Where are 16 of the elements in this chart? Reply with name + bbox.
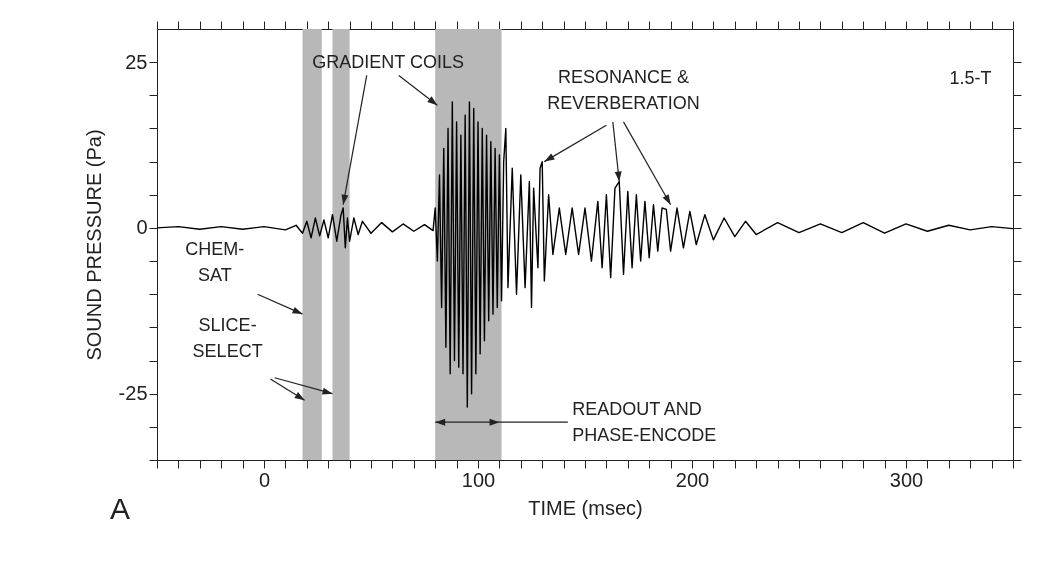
annotation: GRADIENT COILS bbox=[312, 52, 464, 73]
annotation: CHEM- SAT bbox=[185, 239, 245, 286]
y-tick-label: 0 bbox=[136, 216, 148, 239]
y-tick-label: 25 bbox=[125, 50, 148, 73]
x-tick-label: 200 bbox=[675, 468, 710, 491]
text: A bbox=[109, 491, 130, 525]
x-axis-title: TIME (msec) bbox=[528, 496, 643, 519]
x-tick-label: 300 bbox=[889, 468, 924, 491]
annotation: 1.5-T bbox=[949, 67, 992, 88]
x-tick-label: 0 bbox=[258, 468, 271, 491]
annotation: READOUT AND PHASE-ENCODE bbox=[572, 398, 717, 445]
y-axis-title: SOUND PRESSURE (Pa) bbox=[82, 129, 105, 361]
annotation: SLICE- SELECT bbox=[192, 315, 263, 362]
y-tick-label: -25 bbox=[118, 382, 148, 405]
annotation: RESONANCE & REVERBERATION bbox=[547, 67, 700, 114]
x-tick-label: 100 bbox=[461, 468, 496, 491]
